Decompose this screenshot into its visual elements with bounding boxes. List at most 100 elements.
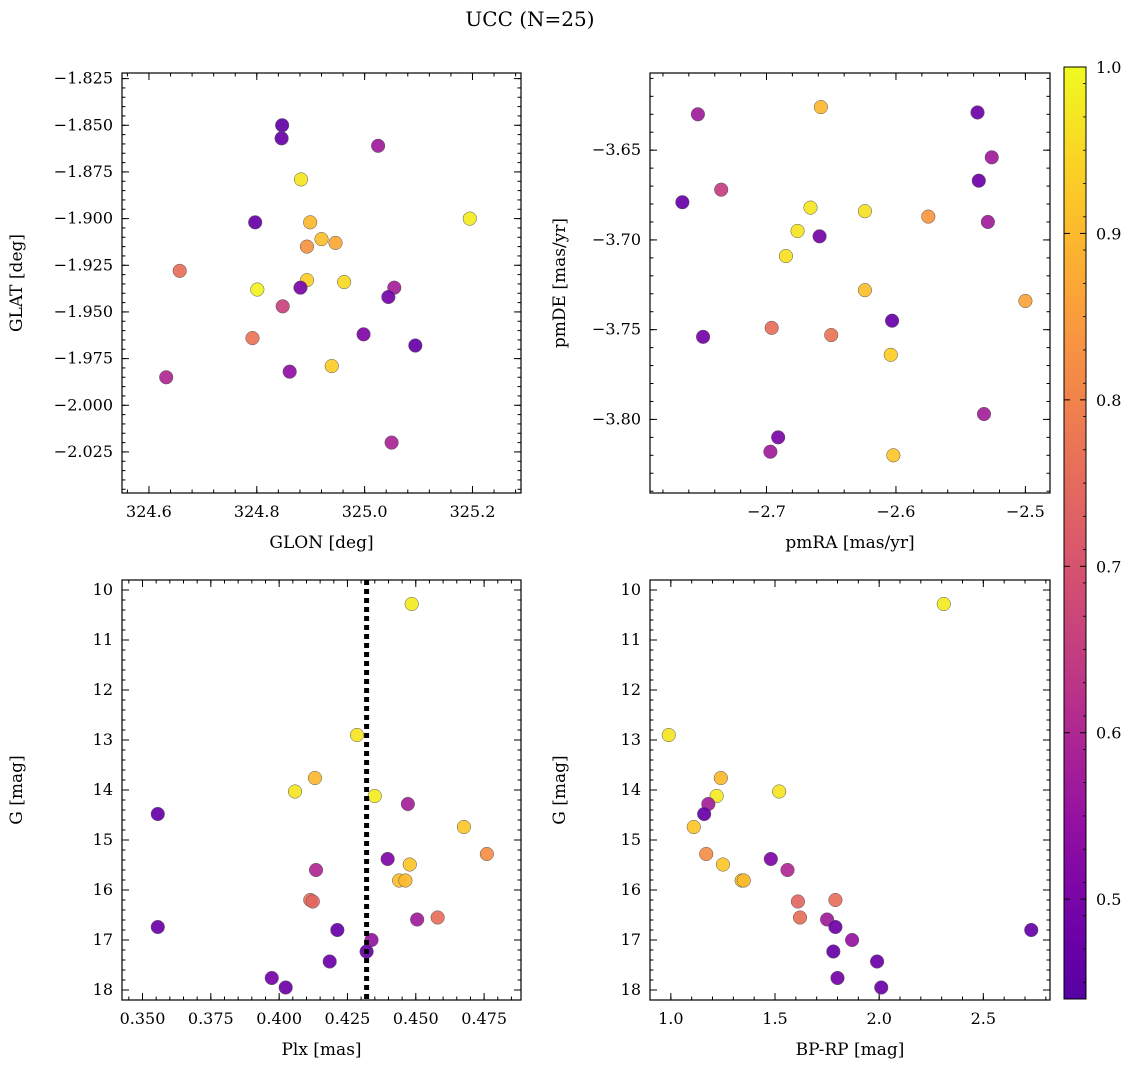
scatter-point	[675, 195, 690, 210]
y-tick-label: 11	[93, 630, 113, 649]
scatter-panels: 324.6 324.8 325.0 325.2 −1.825 −1.850 −1.875 −1…	[7, 69, 1051, 1060]
y-tick-label: 15	[621, 830, 641, 849]
y-tick-label: 18	[93, 980, 113, 999]
scatter-point	[697, 806, 712, 822]
scatter-point	[337, 275, 352, 290]
y-tick-label: 16	[93, 880, 113, 899]
scatter-point	[845, 932, 860, 948]
y-axis-label: pmDE [mas/yr]	[550, 218, 570, 348]
colorbar-tick-label: 0.6	[1096, 724, 1121, 743]
scatter-point	[780, 862, 795, 878]
scatter-point	[870, 954, 885, 969]
scatter-point	[275, 299, 290, 314]
y-tick-label: 14	[621, 780, 641, 799]
y-axis-label: GLAT [deg]	[7, 234, 27, 332]
scatter-point	[328, 235, 343, 250]
axes-frame	[121, 72, 522, 494]
x-tick-label: 324.6	[126, 502, 172, 521]
parallax-magnitude-panel: 0.350 0.375 0.400 0.425 0.450 0.475 10 11 12 13 14…	[7, 579, 522, 1060]
x-tick-label: 2.0	[866, 1009, 891, 1028]
y-tick-label: −3.75	[592, 320, 641, 339]
scatter-point	[384, 435, 399, 450]
colorbar-tick-label: 0.9	[1096, 224, 1121, 243]
x-tick-label: 0.475	[461, 1009, 507, 1028]
scatter-point	[830, 970, 845, 986]
x-tick-label: 0.350	[120, 1009, 166, 1028]
y-tick-label: −1.950	[54, 302, 113, 321]
scatter-point	[367, 788, 382, 804]
axis-ticks	[122, 73, 521, 493]
x-tick-label: 0.425	[325, 1009, 371, 1028]
x-tick-label: 325.2	[450, 502, 496, 521]
scatter-point	[792, 910, 808, 925]
y-tick-label: −1.875	[54, 162, 113, 181]
scatter-point	[764, 320, 779, 335]
x-tick-label: 1.5	[762, 1009, 787, 1028]
scatter-point	[371, 138, 386, 153]
y-tick-label: −1.975	[54, 349, 113, 368]
scatter-point	[398, 873, 413, 888]
scatter-points	[159, 118, 477, 450]
scatter-point	[699, 846, 714, 862]
scatter-point	[380, 851, 395, 867]
scatter-point	[349, 727, 365, 743]
scatter-point	[857, 283, 872, 298]
scatter-point	[976, 406, 992, 422]
y-tick-label: 14	[93, 780, 113, 799]
scatter-point	[980, 214, 995, 230]
y-tick-label: 15	[93, 830, 113, 849]
y-tick-label: 16	[621, 880, 641, 899]
scatter-point	[404, 596, 419, 612]
scatter-point	[462, 211, 477, 226]
x-tick-label: 0.375	[188, 1009, 234, 1028]
y-tick-label: −2.025	[54, 442, 113, 461]
scatter-point	[736, 873, 751, 888]
scatter-point	[771, 430, 786, 445]
color-magnitude-panel: 1.0 1.5 2.0 2.5 10 11 12 13 14 15 16 17 18 BP-RP [mag…	[550, 579, 1051, 1060]
x-tick-label: 0.400	[256, 1009, 302, 1028]
scatter-point	[150, 919, 165, 935]
y-tick-label: −1.825	[54, 69, 113, 88]
x-tick-label: −2.5	[1006, 502, 1045, 521]
scatter-point	[803, 200, 818, 215]
scatter-point	[250, 282, 265, 297]
colorbar-tick-label: 0.8	[1096, 391, 1121, 410]
scatter-point	[150, 806, 165, 822]
scatter-point	[826, 944, 841, 959]
scatter-point	[479, 846, 494, 862]
scatter-point	[921, 209, 936, 224]
y-tick-label: 13	[93, 730, 113, 749]
y-tick-label: 12	[93, 680, 113, 699]
scatter-point	[984, 150, 999, 165]
y-tick-label: −1.925	[54, 255, 113, 274]
scatter-point	[159, 370, 174, 385]
axis-ticks	[650, 580, 1050, 1001]
scatter-point	[857, 204, 872, 219]
scatter-points	[150, 596, 494, 995]
scatter-point	[356, 327, 371, 342]
scatter-point	[324, 359, 339, 374]
scatter-point	[812, 229, 827, 244]
scatter-point	[293, 280, 308, 295]
scatter-point	[886, 448, 901, 463]
scatter-point	[686, 819, 701, 835]
scatter-points	[675, 100, 1033, 463]
scatter-point	[790, 223, 805, 238]
scatter-point	[381, 289, 396, 305]
scatter-points	[661, 596, 1039, 995]
y-tick-label: 17	[621, 930, 641, 949]
x-tick-label: 1.0	[658, 1009, 683, 1028]
scatter-point	[690, 107, 705, 122]
y-tick-label: 18	[621, 980, 641, 999]
y-tick-label: 11	[621, 630, 641, 649]
scatter-point	[713, 770, 728, 786]
scatter-point	[763, 444, 778, 459]
colorbar-tick-label: 1.0	[1096, 58, 1121, 77]
scatter-point	[293, 172, 309, 187]
y-tick-label: 17	[93, 930, 113, 949]
scatter-point	[696, 329, 711, 344]
colorbar-tick-label: 0.7	[1096, 557, 1121, 576]
scatter-point	[661, 727, 676, 743]
scatter-point	[305, 894, 320, 909]
